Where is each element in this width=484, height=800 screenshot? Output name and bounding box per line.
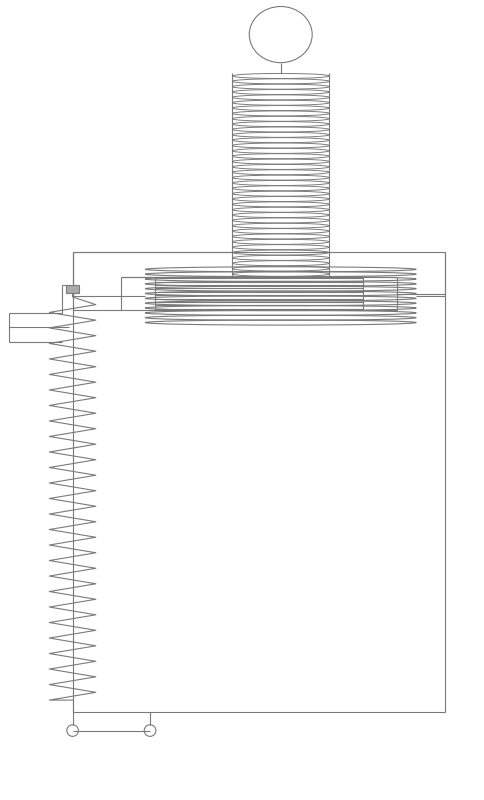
- Bar: [66, 285, 79, 293]
